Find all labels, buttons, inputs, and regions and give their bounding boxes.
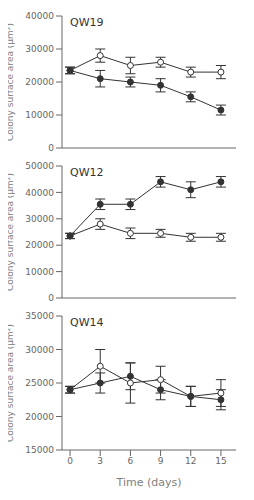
svg-text:9: 9 [158, 456, 164, 466]
svg-text:40000: 40000 [25, 11, 54, 21]
html-text:QW12: QW12 [70, 166, 104, 179]
svg-text:15000: 15000 [25, 445, 54, 455]
svg-text:0: 0 [48, 293, 54, 303]
svg-text:0: 0 [48, 143, 54, 153]
svg-text:25000: 25000 [25, 378, 54, 388]
html-text:QW14: QW14 [70, 316, 104, 329]
svg-text:0: 0 [67, 456, 73, 466]
svg-text:Colony surface area (μm²): Colony surface area (μm²) [8, 23, 15, 141]
svg-text:Colony surface area (μm²): Colony surface area (μm²) [8, 173, 15, 291]
svg-text:30000: 30000 [25, 345, 54, 355]
svg-text:Time (days): Time (days) [116, 476, 182, 488]
svg-text:20000: 20000 [25, 412, 54, 422]
svg-text:20000: 20000 [25, 77, 54, 87]
svg-text:12: 12 [185, 456, 196, 466]
svg-text:10000: 10000 [25, 110, 54, 120]
svg-text:30000: 30000 [25, 44, 54, 54]
svg-text:35000: 35000 [25, 311, 54, 321]
svg-text:3: 3 [97, 456, 103, 466]
svg-text:10000: 10000 [25, 267, 54, 277]
svg-text:40000: 40000 [25, 188, 54, 198]
svg-text:6: 6 [128, 456, 134, 466]
svg-text:30000: 30000 [25, 214, 54, 224]
svg-text:15: 15 [215, 456, 226, 466]
svg-text:20000: 20000 [25, 240, 54, 250]
svg-text:Colony surface area (μm²): Colony surface area (μm²) [8, 324, 15, 442]
html-text:QW19: QW19 [70, 16, 104, 29]
svg-text:50000: 50000 [25, 161, 54, 171]
